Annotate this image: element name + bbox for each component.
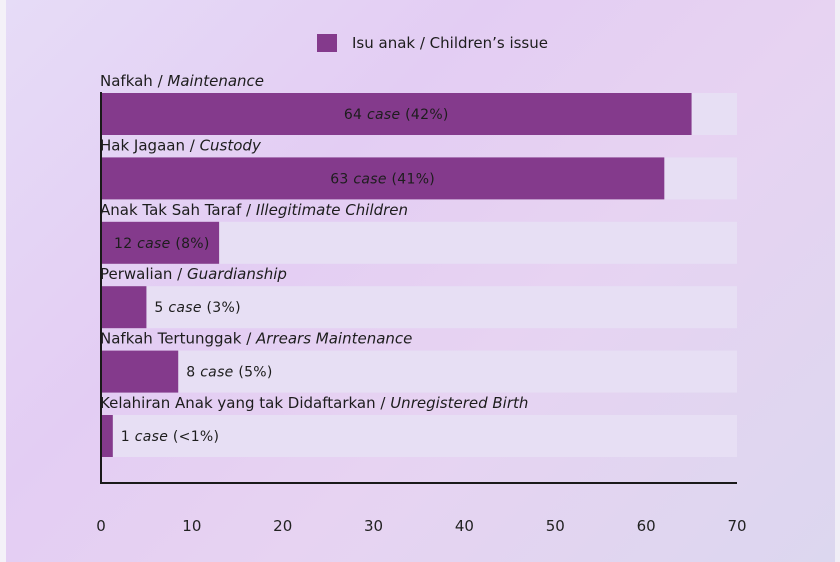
category-label: Kelahiran Anak yang tak Didaftarkan / Un… — [100, 394, 528, 412]
category-label-ms: Kelahiran Anak yang tak Didaftarkan — [100, 394, 376, 412]
data-label-percent: (3%) — [202, 300, 241, 316]
x-tick-label: 20 — [273, 517, 292, 535]
data-label-count: 1 — [121, 429, 135, 445]
category-label: Hak Jagaan / Custody — [100, 136, 262, 154]
category-label: Anak Tak Sah Taraf / Illegitimate Childr… — [100, 201, 408, 219]
category-label-en: Maintenance — [167, 72, 264, 90]
category-label-ms: Nafkah — [100, 72, 153, 90]
bar — [101, 93, 692, 135]
data-label-count: 5 — [154, 300, 168, 316]
bar — [101, 157, 665, 200]
left-edge-strip — [0, 0, 6, 562]
category-label-separator: / — [241, 330, 256, 348]
data-label-percent: (<1%) — [168, 429, 219, 445]
category-label-separator: / — [185, 136, 200, 154]
category-label-separator: / — [172, 265, 187, 283]
data-label: 64 case (42%) — [344, 107, 449, 123]
category-label-separator: / — [241, 201, 256, 219]
x-tick-label: 60 — [637, 517, 656, 535]
category-label-ms: Nafkah Tertunggak — [100, 330, 242, 348]
category-label-ms: Perwalian — [100, 265, 172, 283]
category-labels: Nafkah / Maintenance Hak Jagaan / Custody… — [100, 72, 528, 412]
category-label-en: Guardianship — [187, 265, 287, 283]
data-label-percent: (5%) — [234, 365, 273, 381]
bar — [101, 286, 147, 329]
data-label-count: 8 — [186, 365, 200, 381]
bar-track — [101, 350, 737, 393]
data-label-count: 12 — [114, 236, 137, 252]
data-label: 5 case (3%) — [154, 300, 240, 316]
category-label-separator: / — [376, 394, 391, 412]
data-label: 1 case (<1%) — [121, 429, 219, 445]
data-label-unit: case — [353, 171, 386, 187]
data-label-count: 64 — [344, 107, 367, 123]
category-label-en: Custody — [200, 136, 262, 154]
data-label-percent: (42%) — [400, 107, 448, 123]
x-tick-label: 40 — [455, 517, 474, 535]
legend-swatch — [317, 34, 337, 52]
right-edge-strip — [835, 0, 840, 562]
bar-track — [101, 415, 737, 457]
x-tick-label: 50 — [546, 517, 565, 535]
data-label-percent: (8%) — [171, 236, 210, 252]
category-label-separator: / — [153, 72, 168, 90]
category-label-en: Arrears Maintenance — [255, 330, 412, 348]
data-label-unit: case — [137, 236, 170, 252]
bars — [101, 93, 692, 457]
category-label: Nafkah Tertunggak / Arrears Maintenance — [100, 330, 412, 348]
category-label-ms: Hak Jagaan — [100, 136, 185, 154]
category-label: Perwalian / Guardianship — [100, 265, 287, 283]
data-label-unit: case — [135, 429, 168, 445]
data-label-percent: (41%) — [387, 171, 435, 187]
bar-track — [101, 286, 737, 329]
category-label: Nafkah / Maintenance — [100, 72, 264, 90]
data-label-unit: case — [200, 365, 233, 381]
x-tick-label: 30 — [364, 517, 383, 535]
category-label-en: Illegitimate Children — [256, 201, 408, 219]
data-label-count: 63 — [330, 171, 353, 187]
legend: Isu anak / Children’s issue — [317, 34, 548, 52]
category-label-en: Unregistered Birth — [390, 394, 528, 412]
x-tick-label: 0 — [96, 517, 106, 535]
data-labels: 64 case (42%) 63 case (41%) 12 case (8%) 5 … — [114, 107, 449, 445]
data-label-unit: case — [367, 107, 400, 123]
data-label-unit: case — [168, 300, 201, 316]
bar — [101, 415, 113, 457]
data-label: 12 case (8%) — [114, 236, 210, 252]
x-axis-tick-labels: 0 10 20 30 40 50 60 70 — [96, 517, 746, 535]
bar — [101, 221, 220, 264]
category-label-ms: Anak Tak Sah Taraf — [100, 201, 242, 219]
legend-label: Isu anak / Children’s issue — [352, 34, 548, 52]
data-label: 63 case (41%) — [330, 171, 435, 187]
x-tick-label: 70 — [727, 517, 746, 535]
data-label: 8 case (5%) — [186, 365, 272, 381]
bar — [101, 350, 179, 393]
x-tick-label: 10 — [182, 517, 201, 535]
